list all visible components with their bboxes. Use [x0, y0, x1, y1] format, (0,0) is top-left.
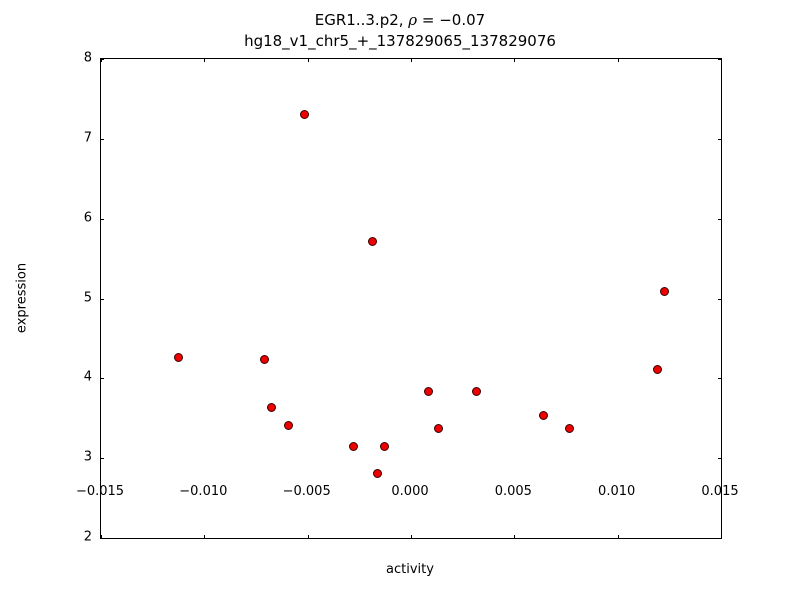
x-tick-label: −0.005 [282, 484, 331, 499]
x-tick-mark-top [721, 58, 722, 62]
y-tick-mark [100, 59, 104, 60]
y-tick-label: 6 [83, 210, 92, 226]
data-point [300, 109, 310, 119]
y-tick-mark-right [718, 138, 722, 140]
x-tick-mark-top [101, 58, 102, 62]
y-tick-label: 3 [83, 449, 92, 465]
data-point [380, 442, 390, 452]
x-tick-label: 0.005 [494, 484, 532, 499]
y-tick-label: 7 [83, 130, 92, 146]
chart-subtitle: hg18_v1_chr5_+_137829065_137829076 [244, 32, 556, 50]
x-tick-mark [721, 535, 722, 539]
x-tick-label: −0.015 [75, 484, 125, 499]
y-tick-mark-right [718, 59, 722, 60]
y-tick-label: 5 [83, 290, 92, 305]
plot-area [100, 58, 722, 539]
data-point [653, 365, 663, 375]
data-point [424, 387, 434, 397]
x-tick-mark [204, 535, 206, 539]
y-tick-label: 8 [83, 50, 92, 66]
x-tick-mark [514, 535, 516, 539]
data-point [373, 468, 383, 478]
data-point [283, 420, 293, 430]
data-point [259, 354, 269, 364]
y-tick-mark [100, 538, 104, 539]
data-point [471, 386, 481, 396]
x-tick-label: 0.010 [598, 484, 636, 499]
x-tick-mark-top [617, 58, 619, 62]
y-tick-mark-right [718, 298, 722, 300]
chart-title-line-1: EGR1..3.p2, ρ = −0.07 [0, 10, 800, 31]
data-point [349, 441, 359, 451]
y-tick-mark [100, 378, 104, 380]
x-tick-label: −0.010 [179, 484, 228, 499]
y-tick-mark [100, 138, 104, 140]
y-tick-mark-right [718, 218, 722, 220]
x-tick-label: 0.000 [391, 484, 429, 499]
x-tick-mark [617, 535, 619, 539]
y-tick-mark [100, 298, 104, 300]
x-tick-mark [101, 535, 102, 539]
data-point [266, 402, 276, 412]
x-tick-mark-top [204, 58, 206, 62]
data-point [660, 286, 670, 296]
data-point [538, 411, 548, 421]
x-tick-mark [307, 535, 309, 539]
chart-title-rho-value: = −0.07 [417, 11, 486, 29]
x-tick-mark [411, 535, 412, 539]
y-tick-mark-right [718, 378, 722, 380]
y-tick-label: 2 [83, 529, 92, 545]
data-points-layer [101, 59, 721, 538]
x-tick-label: 0.015 [701, 484, 739, 499]
y-tick-mark-right [718, 538, 722, 539]
y-tick-mark [100, 218, 104, 220]
y-tick-label: 4 [83, 369, 92, 385]
rho-symbol: ρ [408, 11, 418, 29]
data-point [433, 424, 443, 434]
x-axis-label: activity [386, 562, 434, 577]
y-tick-mark [100, 458, 104, 460]
x-tick-mark-top [411, 58, 412, 62]
data-point [564, 424, 574, 434]
y-axis-label: expression [14, 262, 30, 334]
data-point [368, 236, 378, 246]
x-tick-mark-top [514, 58, 516, 62]
chart-title: EGR1..3.p2, ρ = −0.07 hg18_v1_chr5_+_137… [0, 10, 800, 52]
y-tick-mark-right [718, 458, 722, 460]
chart-title-prefix: EGR1..3.p2, [314, 11, 409, 29]
x-tick-mark-top [307, 58, 309, 62]
data-point [173, 353, 183, 363]
